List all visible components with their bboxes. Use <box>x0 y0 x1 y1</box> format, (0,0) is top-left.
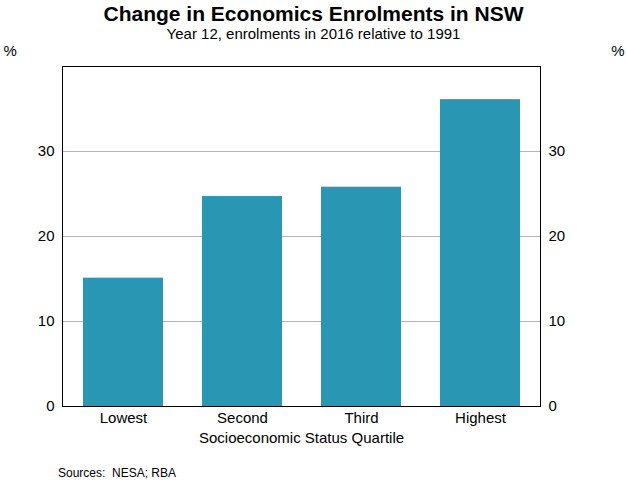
svg-text:0: 0 <box>549 397 557 414</box>
svg-text:0: 0 <box>46 397 54 414</box>
html-text:Change in Economics Enrolments: Change in Economics Enrolments in NSW <box>103 2 524 25</box>
svg-text:Second: Second <box>217 409 268 426</box>
svg-text:Highest: Highest <box>455 409 507 426</box>
svg-text:10: 10 <box>38 312 55 329</box>
svg-text:20: 20 <box>549 227 566 244</box>
html-text:Year 12, enrolments in 2016 re: Year 12, enrolments in 2016 relative to … <box>166 25 461 42</box>
svg-text:Lowest: Lowest <box>100 409 148 426</box>
svg-text:30: 30 <box>549 142 566 159</box>
svg-text:20: 20 <box>38 227 55 244</box>
svg-text:%: % <box>4 42 17 59</box>
svg-text:30: 30 <box>38 142 55 159</box>
html-text:Sources: NESA; RBA: Sources: NESA; RBA <box>58 466 176 480</box>
svg-text:Socioeconomic Status Quartile: Socioeconomic Status Quartile <box>199 429 404 446</box>
svg-text:Third: Third <box>344 409 378 426</box>
svg-text:10: 10 <box>549 312 566 329</box>
svg-text:%: % <box>611 42 624 59</box>
